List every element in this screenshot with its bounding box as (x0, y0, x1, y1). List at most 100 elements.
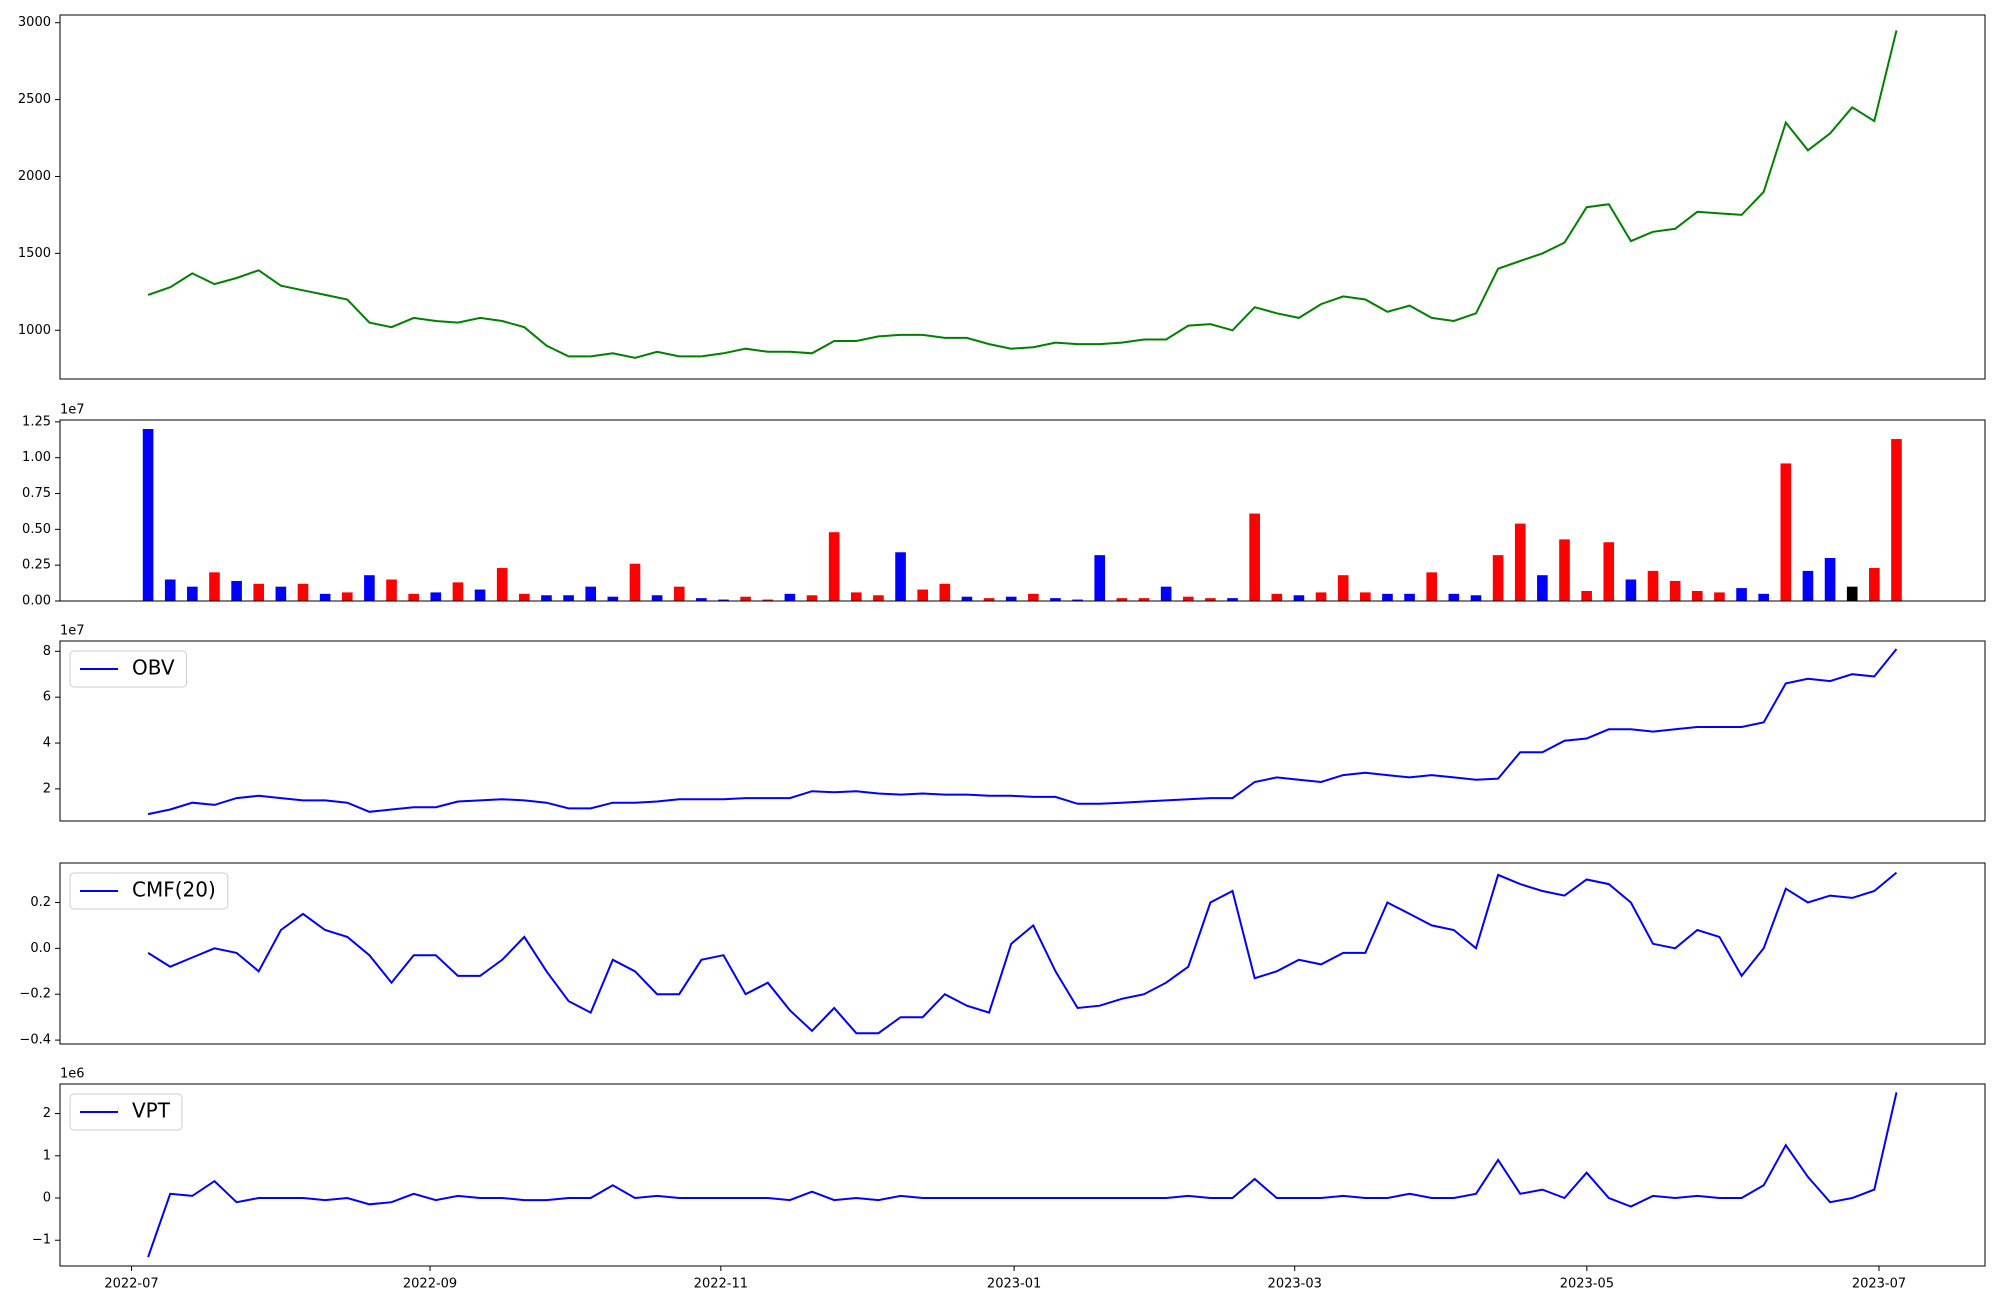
bar (1780, 463, 1792, 601)
bar (718, 599, 729, 601)
panel: 0.00 0.25 0.50 0.75 1.00 1.25 1e7 (22, 403, 1986, 609)
x-tick-label: 2023-07 (1852, 1277, 1906, 1292)
legend: CMF(20) (69, 872, 229, 910)
bar (1138, 598, 1150, 601)
y-tick-label: 1 (43, 1148, 51, 1163)
bar (828, 532, 840, 601)
bar (762, 599, 774, 601)
bar (1182, 596, 1194, 601)
bar (496, 568, 508, 601)
axes-frame (59, 640, 1986, 822)
bar (1050, 598, 1061, 601)
offset-label: 1e7 (60, 624, 85, 639)
bar (319, 593, 331, 601)
bar (1492, 555, 1504, 601)
bar (1315, 592, 1327, 601)
y-tick-label: −0.2 (19, 987, 51, 1002)
y-tick-label: 1.00 (22, 450, 51, 465)
bar (1337, 575, 1349, 601)
bar (1448, 593, 1460, 601)
bar (1891, 439, 1902, 601)
bar (1625, 579, 1637, 601)
y-tick-label: 6 (43, 690, 51, 705)
bar (1205, 598, 1216, 601)
legend-label: VPT (132, 1099, 171, 1123)
bar (452, 582, 464, 601)
y-tick-label: −0.4 (19, 1033, 51, 1048)
legend-label: CMF(20) (132, 878, 216, 902)
bar (1072, 599, 1083, 601)
panel: 2 4 6 8 1e7 OBV (43, 624, 1986, 822)
y-tick-label: 1000 (18, 323, 51, 338)
bar (651, 595, 663, 601)
y-tick-label: −1 (32, 1233, 51, 1248)
legend-box (69, 650, 188, 688)
bar (1293, 595, 1305, 601)
bar (164, 579, 176, 601)
bar (939, 583, 951, 601)
y-tick-label: 2000 (18, 169, 51, 184)
axes-frame (59, 419, 1986, 602)
legend-label: OBV (132, 656, 175, 680)
bar (1603, 542, 1615, 601)
line (147, 648, 1898, 816)
bar (563, 595, 574, 601)
bar (895, 552, 906, 601)
bar (1005, 596, 1017, 601)
y-tick-label: 0.2 (30, 895, 51, 910)
bar (187, 586, 198, 601)
bar (386, 579, 397, 601)
bar (231, 580, 242, 601)
y-tick-label: 0.0 (30, 941, 51, 956)
bar (1802, 570, 1814, 601)
y-tick-label: 4 (43, 736, 51, 751)
y-tick-label: 2 (43, 1106, 51, 1121)
y-tick-label: 0.75 (22, 486, 51, 501)
bar (253, 583, 265, 601)
bar (873, 595, 884, 601)
bar (1426, 572, 1438, 601)
bar (297, 583, 309, 601)
y-tick-label: 2 (43, 781, 51, 796)
bar (408, 593, 419, 601)
y-tick-label: 8 (43, 644, 51, 659)
bar (784, 593, 796, 601)
bar (673, 586, 685, 601)
bar (1360, 592, 1371, 601)
line (147, 871, 1898, 1035)
offset-label: 1e6 (60, 1067, 85, 1082)
bar (1714, 592, 1725, 601)
bar (1514, 523, 1526, 601)
bar (275, 586, 287, 601)
bar (209, 572, 220, 601)
bar (1227, 598, 1238, 601)
bar (474, 589, 486, 601)
line (147, 1092, 1898, 1258)
y-tick-label: 1.25 (22, 414, 51, 429)
bar (541, 595, 552, 601)
bar (364, 575, 375, 601)
y-tick-label: 1500 (18, 246, 51, 261)
bar (1094, 555, 1106, 601)
bar (1537, 575, 1548, 601)
bar (983, 598, 995, 601)
bar (1581, 590, 1592, 601)
axes-frame (59, 14, 1986, 380)
y-tick-label: 0.50 (22, 522, 51, 537)
bar (341, 592, 353, 601)
bar (1470, 595, 1482, 601)
x-tick-label: 2023-03 (1268, 1277, 1322, 1292)
panel: −0.4 −0.2 0.0 0.2 CMF(20) (19, 862, 1986, 1048)
bar (1647, 570, 1659, 601)
bar (142, 429, 154, 601)
bar (1116, 598, 1128, 601)
y-tick-label: 0.25 (22, 558, 51, 573)
y-tick-label: 2500 (18, 92, 51, 107)
legend-box (69, 1093, 183, 1131)
bar (1691, 590, 1703, 601)
y-tick-label: 3000 (18, 15, 51, 30)
x-tick-label: 2023-01 (987, 1277, 1041, 1292)
bar (961, 596, 973, 601)
bar (585, 586, 597, 601)
